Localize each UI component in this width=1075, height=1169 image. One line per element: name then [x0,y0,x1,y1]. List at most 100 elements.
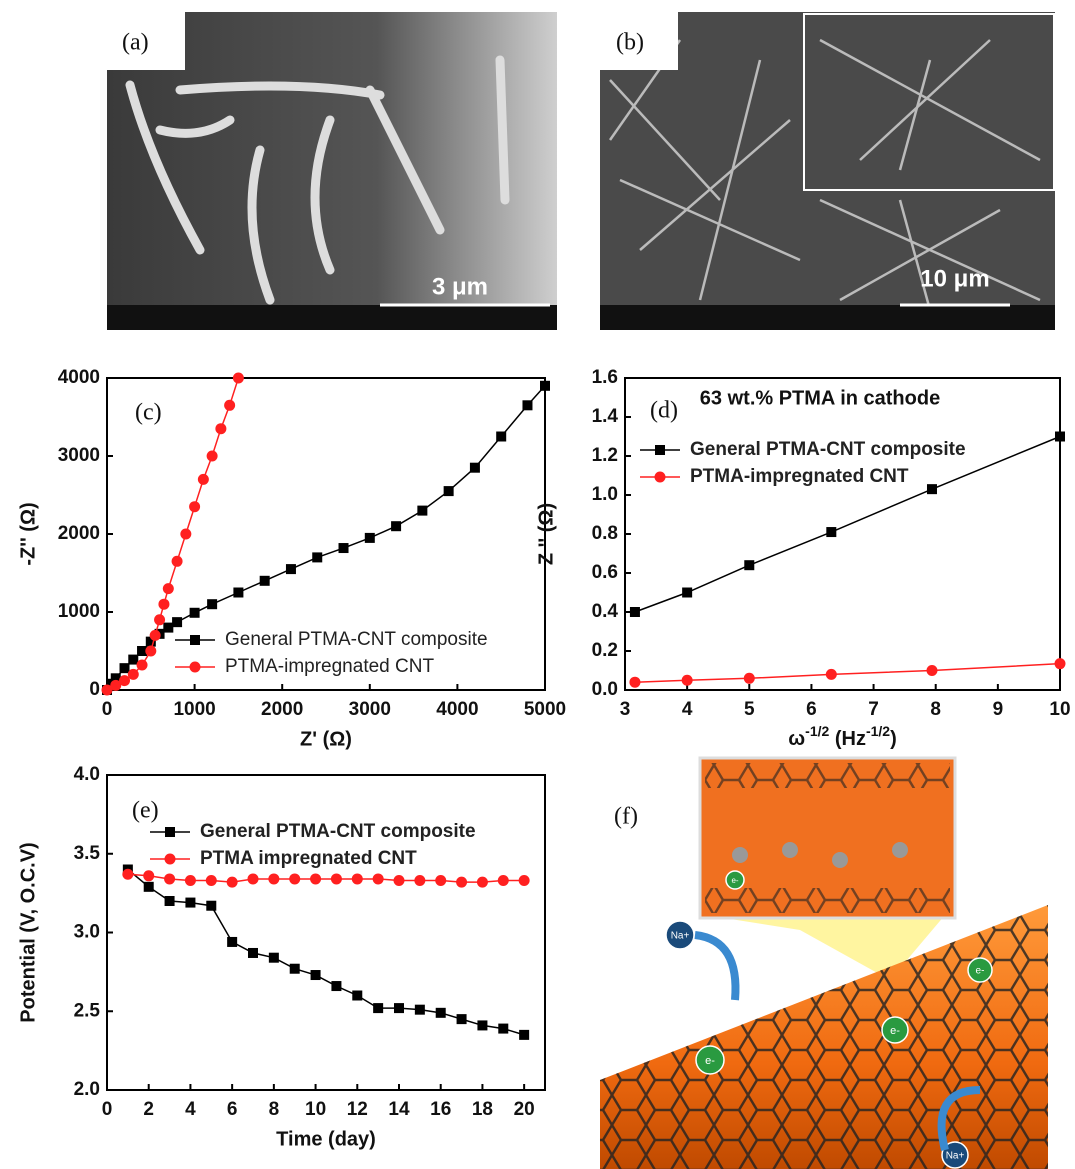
data-point [150,630,161,641]
x-axis-label-part: -1/2 [866,723,890,739]
data-point [165,896,175,906]
data-point [163,583,174,594]
data-point [926,665,937,676]
x-tick-label: 2000 [261,699,303,720]
x-tick-label: 4000 [436,699,478,720]
panel-label: (c) [135,400,162,426]
x-tick-label: 0 [102,1099,113,1120]
x-tick-label: 3000 [349,699,391,720]
data-point [339,543,349,553]
data-point [224,400,235,411]
data-point [540,381,550,391]
data-point [477,877,488,888]
data-point [312,552,322,562]
data-point [227,937,237,947]
data-point [365,533,375,543]
y-tick-label: 1.6 [592,367,618,388]
data-point [172,556,183,567]
data-point [172,617,182,627]
x-tick-label: 12 [347,1099,368,1120]
y-tick-label: 0.0 [592,679,618,700]
data-point [444,486,454,496]
data-point [498,875,509,886]
data-point [1055,432,1065,442]
x-tick-label: 16 [430,1099,451,1120]
data-point [248,873,259,884]
data-point [826,527,836,537]
data-point [122,869,133,880]
x-axis-label-part: (Hz [829,728,866,750]
panel-label: (d) [650,398,678,424]
electron-label: e- [976,966,985,977]
x-tick-label: 6 [227,1099,238,1120]
data-point [185,898,195,908]
data-point [744,673,755,684]
x-tick-label: 0 [102,699,113,720]
x-tick-label: 4 [185,1099,196,1120]
data-point [206,901,216,911]
ion-label: Na+ [946,1151,965,1162]
y-tick-label: 1.4 [592,406,619,427]
x-tick-label: 20 [514,1099,535,1120]
legend-label: General PTMA-CNT composite [225,629,488,650]
data-point [414,875,425,886]
data-point [185,875,196,886]
x-tick-label: 3 [620,699,631,720]
panel-label: (b) [616,30,644,56]
x-tick-label: 2 [143,1099,154,1120]
y-tick-label: 3000 [58,445,100,466]
data-point [496,432,506,442]
y-tick-label: 1.2 [592,445,618,466]
x-tick-label: 1000 [173,699,215,720]
y-axis-label: Potential (V, O.C.V) [17,842,39,1022]
legend-marker [190,635,200,645]
data-point [498,1024,508,1034]
series-line [128,870,524,1035]
data-point [158,599,169,610]
x-axis-label: Time (day) [276,1128,376,1150]
y-axis-label: -Z'' (Ω) [17,502,39,565]
data-point [629,677,640,688]
data-point [331,981,341,991]
legend-marker [165,854,176,865]
data-point [519,875,530,886]
x-tick-label: 5 [744,699,755,720]
data-point [268,873,279,884]
data-point [128,669,139,680]
x-tick-label: 8 [930,699,941,720]
legend-label: General PTMA-CNT composite [690,439,966,460]
x-axis-label-part: ω [788,728,805,750]
series-line [635,664,1060,683]
data-point [207,599,217,609]
x-tick-label: 10 [1049,699,1070,720]
y-tick-label: 0.4 [592,601,619,622]
x-tick-label: 14 [388,1099,410,1120]
y-tick-label: 4000 [58,367,100,388]
panel-label: (e) [132,798,159,824]
x-axis-label: ω-1/2 (Hz-1/2) [788,723,897,751]
data-point [198,474,209,485]
y-tick-label: 2.0 [74,1079,100,1100]
x-tick-label: 18 [472,1099,493,1120]
legend-label: PTMA-impregnated CNT [690,466,909,487]
data-point [927,484,937,494]
legend-marker [190,662,201,673]
data-point [470,463,480,473]
data-point [163,623,173,633]
x-tick-label: 5000 [524,699,566,720]
data-point [128,655,138,665]
data-point [233,373,244,384]
x-tick-label: 6 [806,699,817,720]
data-point [190,608,200,618]
data-point [248,948,258,958]
data-point [215,423,226,434]
x-tick-label: 10 [305,1099,326,1120]
data-point [436,1008,446,1018]
scale-bar-label: 3 μm [432,273,488,300]
data-point [391,521,401,531]
illustration-f: (f) Na+ Na+ e- e- e- e- [600,758,1048,1169]
data-point [477,1020,487,1030]
y-tick-label: 2000 [58,523,100,544]
data-point [154,614,165,625]
x-axis-label-part: ) [890,728,897,750]
